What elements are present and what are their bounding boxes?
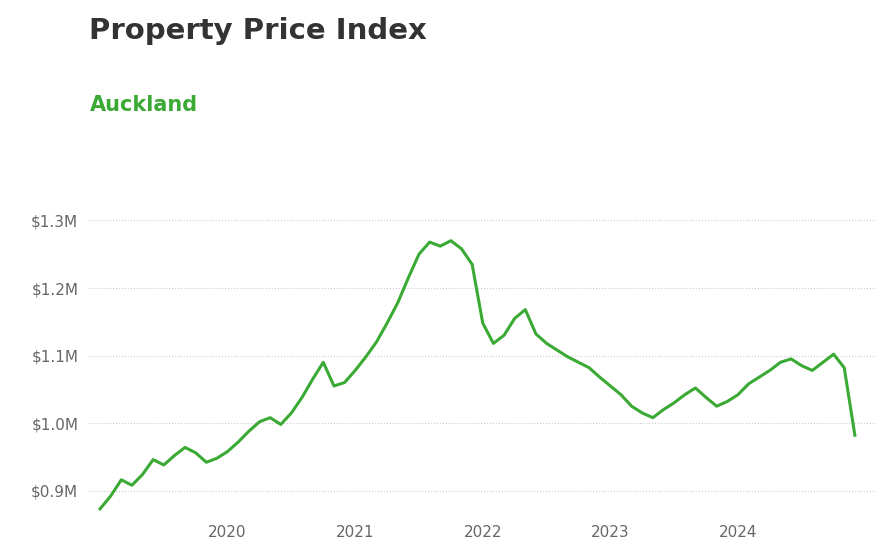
Text: Auckland: Auckland [89, 95, 198, 115]
Text: Property Price Index: Property Price Index [89, 17, 427, 45]
